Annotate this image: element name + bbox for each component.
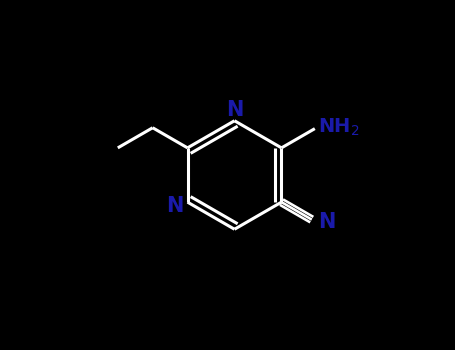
Text: N: N — [227, 100, 244, 120]
Text: N: N — [318, 212, 335, 232]
Text: N: N — [167, 196, 184, 216]
Text: NH$_2$: NH$_2$ — [318, 116, 359, 138]
